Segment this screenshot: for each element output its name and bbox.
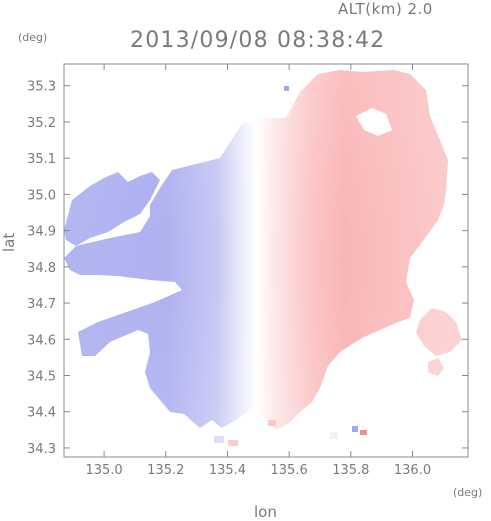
y-tick-label: 34.3 xyxy=(27,442,56,457)
x-tick-label: 135.8 xyxy=(332,463,369,478)
y-tick-label: 34.9 xyxy=(27,225,56,240)
y-tick-label: 34.6 xyxy=(27,333,56,348)
y-tick-label: 34.5 xyxy=(27,370,56,385)
x-tick-label: 135.0 xyxy=(85,463,122,478)
y-axis-ticks: 34.3 34.4 34.5 34.6 34.7 34.8 34.9 35.0 35.1 35.2… xyxy=(27,80,468,457)
y-tick-label: 34.7 xyxy=(27,297,56,312)
x-tick-label: 135.4 xyxy=(209,463,246,478)
y-tick-label: 34.8 xyxy=(27,261,56,276)
y-tick-label: 35.3 xyxy=(27,80,56,95)
x-unit-label: (deg) xyxy=(453,486,483,499)
x-axis-ticks: 135.0 135.2 135.4 135.6 135.8 136.0 xyxy=(85,64,431,478)
x-tick-label: 136.0 xyxy=(394,463,431,478)
x-tick-label: 135.6 xyxy=(271,463,308,478)
altitude-label: ALT(km) 2.0 xyxy=(338,0,433,18)
y-unit-label: (deg) xyxy=(18,31,48,44)
x-tick-label: 135.2 xyxy=(147,463,184,478)
chart-title: 2013/09/08 08:38:42 xyxy=(130,28,386,53)
y-tick-label: 35.1 xyxy=(27,152,56,167)
x-axis-label: lon xyxy=(254,503,277,521)
doppler-echo-field xyxy=(64,64,468,457)
y-tick-label: 35.2 xyxy=(27,116,56,131)
y-tick-label: 34.4 xyxy=(27,406,56,421)
y-tick-label: 35.0 xyxy=(27,188,56,203)
plot-frame xyxy=(63,63,469,458)
